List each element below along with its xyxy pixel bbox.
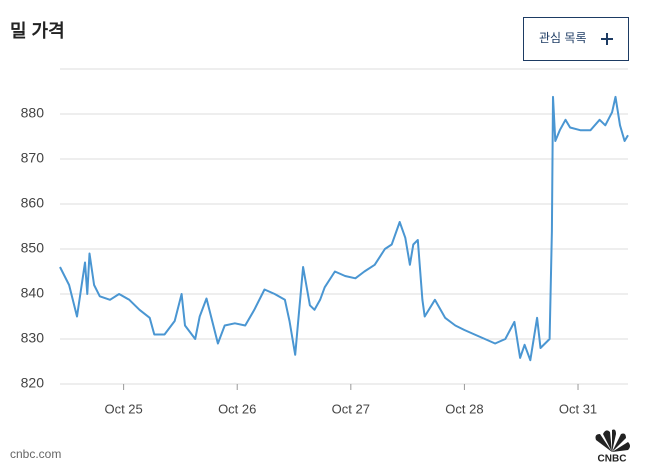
y-tick-label: 870 (21, 150, 45, 166)
x-tick-label: Oct 31 (559, 401, 597, 416)
logo-peacock (595, 429, 630, 452)
y-tick-label: 880 (21, 105, 45, 121)
logo-text: CNBC (598, 454, 627, 465)
price-line (59, 95, 629, 362)
watchlist-button[interactable]: 관심 목록 (523, 17, 629, 61)
chart-title: 밀 가격 (10, 21, 65, 41)
y-tick-label: 850 (21, 240, 45, 256)
y-tick-label: 830 (21, 330, 45, 346)
y-tick-label: 840 (21, 285, 45, 301)
x-tick-label: Oct 27 (332, 401, 370, 416)
x-tick-label: Oct 26 (218, 401, 256, 416)
x-tick-label: Oct 28 (445, 401, 483, 416)
y-tick-label: 860 (21, 195, 45, 211)
y-tick-label: 820 (21, 375, 45, 391)
button-label[interactable]: 관심 목록 (539, 31, 587, 45)
logo: CNBC (595, 429, 630, 465)
x-tick-label: Oct 25 (104, 401, 142, 416)
source: cnbc.com (10, 447, 61, 461)
